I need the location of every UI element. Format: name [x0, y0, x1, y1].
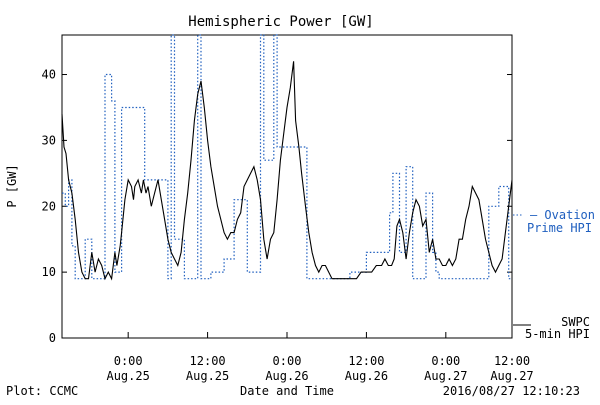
y-tick-label: 30 [42, 133, 56, 147]
x-tick-label-time: 0:00 [273, 354, 302, 368]
series-layer [61, 34, 513, 281]
x-axis-title: Date and Time [240, 384, 334, 398]
legend-swpc-sublabel: 5-min HPI [525, 327, 590, 341]
x-axis: 0:00Aug.2512:00Aug.250:00Aug.2612:00Aug.… [106, 332, 534, 383]
legend-ovation-sublabel: Prime HPI [527, 221, 592, 235]
x-tick-label-time: 0:00 [114, 354, 143, 368]
x-tick-label-date: Aug.26 [265, 369, 308, 383]
x-tick-label-date: Aug.27 [490, 369, 533, 383]
x-tick-label-time: 12:00 [348, 354, 384, 368]
series-line-swpc-5-min-hpi [61, 61, 513, 281]
y-tick-label: 20 [42, 199, 56, 213]
x-tick-label-time: 12:00 [190, 354, 226, 368]
chart-title: Hemispheric Power [GW] [188, 14, 373, 30]
y-tick-label: 40 [42, 68, 56, 82]
x-tick-label-date: Aug.25 [186, 369, 229, 383]
x-tick-label-date: Aug.25 [106, 369, 149, 383]
plot-frame [61, 34, 513, 339]
x-tick-label-time: 0:00 [431, 354, 460, 368]
y-tick-label: 10 [42, 265, 56, 279]
plot-credit: Plot: CCMC [6, 384, 78, 398]
y-axis: 0 10 20 30 40 [42, 68, 512, 345]
x-tick-label-date: Aug.27 [424, 369, 467, 383]
series-line-ovation-prime-hpi [62, 34, 512, 280]
legend-ovation-label: – Ovation [530, 208, 595, 222]
y-axis-title: P [GW] [5, 164, 19, 207]
x-tick-label-date: Aug.26 [345, 369, 388, 383]
plot-timestamp: 2016/08/27 12:10:23 [443, 384, 580, 398]
y-tick-label: 0 [49, 331, 56, 345]
x-tick-label-time: 12:00 [494, 354, 530, 368]
legend-swpc-label: SWPC [561, 315, 590, 329]
